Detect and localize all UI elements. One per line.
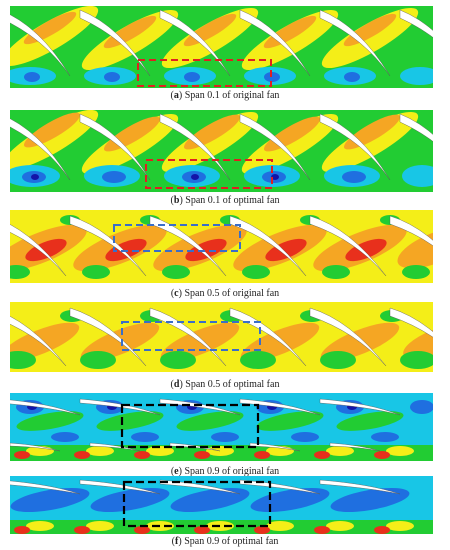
caption-c: (c) Span 0.5 of original fan <box>170 288 280 299</box>
highlight-box-e <box>120 403 260 449</box>
highlight-box-c <box>113 224 241 252</box>
contour-panel-a <box>10 6 433 88</box>
contour-panel-c <box>10 210 433 283</box>
contour-plot-b <box>10 110 433 192</box>
contour-plot-e <box>10 393 433 461</box>
highlight-box-a <box>137 59 272 87</box>
contour-panel-b <box>10 110 433 192</box>
contour-panel-e <box>10 393 433 461</box>
caption-b: (b) Span 0.1 of optimal fan <box>170 195 280 206</box>
caption-a: (a) Span 0.1 of original fan <box>170 90 280 101</box>
contour-plot-c <box>10 210 433 283</box>
caption-e: (e) Span 0.9 of original fan <box>170 466 280 477</box>
contour-plot-d <box>10 302 433 372</box>
contour-panel-f <box>10 476 433 534</box>
contour-panel-d <box>10 302 433 372</box>
caption-d: (d) Span 0.5 of optimal fan <box>170 379 280 390</box>
contour-plot-a <box>10 6 433 88</box>
highlight-box-d <box>121 321 261 351</box>
caption-f: (f) Span 0.9 of optimal fan <box>171 536 279 547</box>
highlight-box-f <box>122 480 272 528</box>
contour-plot-f <box>10 476 433 534</box>
